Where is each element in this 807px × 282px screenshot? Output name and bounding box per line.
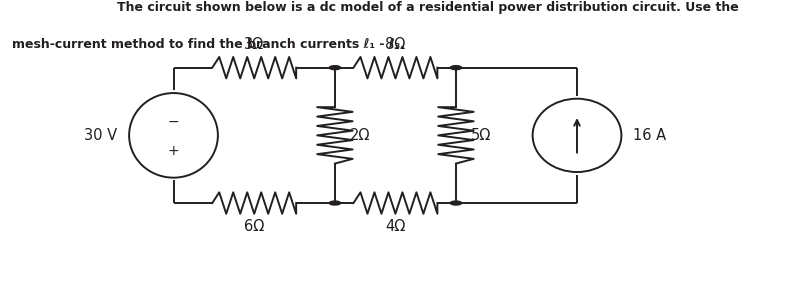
Circle shape <box>329 66 341 70</box>
Text: 8Ω: 8Ω <box>385 37 406 52</box>
Text: 4Ω: 4Ω <box>385 219 406 233</box>
Text: 2Ω: 2Ω <box>349 128 370 143</box>
Text: 16 A: 16 A <box>633 128 667 143</box>
Circle shape <box>450 66 462 70</box>
Text: +: + <box>168 144 179 158</box>
Text: 30 V: 30 V <box>84 128 117 143</box>
Text: 6Ω: 6Ω <box>244 219 265 233</box>
Text: 5Ω: 5Ω <box>470 128 491 143</box>
Text: mesh-current method to find the branch currents ℓ₁ - ℓ₃.: mesh-current method to find the branch c… <box>12 38 405 51</box>
Circle shape <box>329 201 341 205</box>
Text: The circuit shown below is a dc model of a residential power distribution circui: The circuit shown below is a dc model of… <box>117 1 738 14</box>
Text: −: − <box>168 114 179 128</box>
Text: 3Ω: 3Ω <box>245 37 264 52</box>
Circle shape <box>450 201 462 205</box>
